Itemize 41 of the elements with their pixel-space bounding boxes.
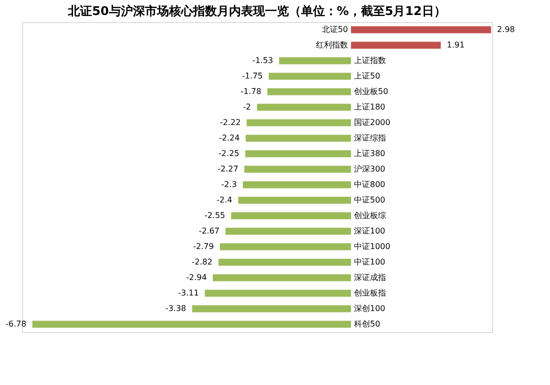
chart-title: 北证50与沪深市场核心指数月内表现一览（单位：%，截至5月12日） [67,4,446,18]
data-label: -2.94 [186,272,207,282]
data-label: -3.38 [165,304,186,313]
y-tick-label: 中证100 [354,257,386,266]
y-tick-label: 中证1000 [354,242,390,251]
data-label: -2.24 [219,133,240,142]
data-label: -1.75 [242,71,263,80]
y-tick-label: 深证综指 [354,133,386,142]
data-label: -2.79 [193,242,214,251]
data-label: -2.67 [198,226,220,236]
data-label: -2 [243,102,251,112]
data-label: 2.98 [497,24,515,34]
y-tick-label: 北证50 [322,24,348,34]
data-label: -1.53 [252,56,274,65]
data-label: -3.11 [178,288,199,298]
y-tick-label: 创业板指 [354,288,386,298]
y-tick-label: 深证100 [354,226,386,236]
y-tick-label: 中证500 [354,195,386,204]
y-tick-label: 上证180 [354,102,386,112]
data-label: -2.82 [192,257,212,266]
y-tick-label: 创业板综 [354,210,386,220]
data-label: -1.78 [240,86,262,96]
y-tick-label: 上证50 [354,71,380,80]
y-tick-label: 中证800 [354,180,386,189]
data-label: -2.27 [218,164,238,174]
y-tick-label: 沪深300 [354,164,386,174]
y-tick-label: 红利指数 [316,40,348,50]
y-tick-label: 国证2000 [354,118,390,127]
y-tick-label: 深证成指 [354,272,386,282]
data-label: -2.3 [221,180,237,189]
y-tick-label: 上证380 [354,148,386,158]
data-label: -2.55 [204,210,226,220]
data-label: 1.91 [446,40,465,50]
data-label: -2.4 [216,195,232,204]
data-label: -2.25 [218,148,240,158]
y-tick-label: 创业板50 [354,86,388,96]
data-label: -6.78 [6,319,26,328]
data-label: -2.22 [220,118,241,127]
y-tick-label: 上证指数 [354,56,386,65]
y-tick-label: 深创100 [354,304,386,313]
y-tick-label: 科创50 [354,319,380,328]
